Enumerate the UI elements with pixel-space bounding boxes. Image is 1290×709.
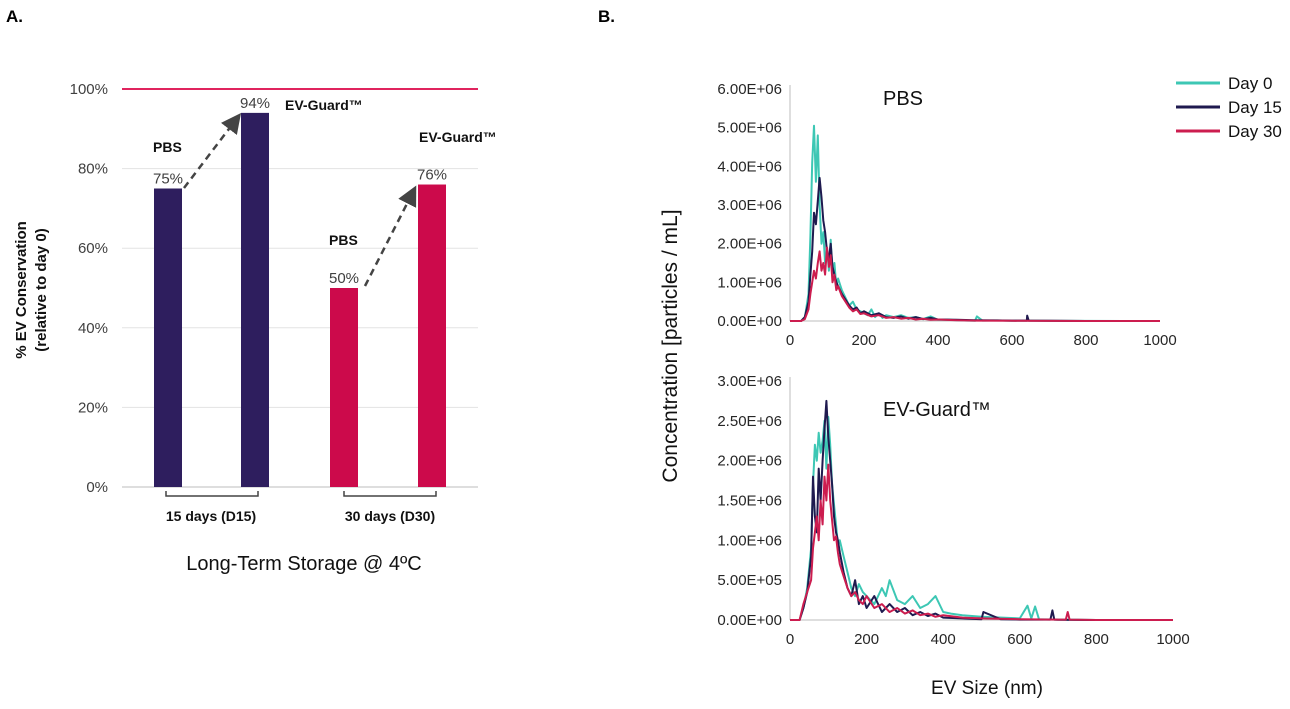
y-tick-label: 5.00E+06: [717, 120, 782, 137]
y-tick-label: 0.00E+00: [717, 313, 782, 330]
y-tick-label: 60%: [78, 240, 108, 257]
bar-value-label: 50%: [329, 270, 359, 287]
x-tick-label: 600: [1007, 631, 1032, 648]
bar: [330, 288, 358, 487]
y-tick-label: 20%: [78, 399, 108, 416]
series-line: [790, 399, 1173, 621]
x-tick-label: 200: [854, 631, 879, 648]
y-tick-label: 5.00E+05: [717, 572, 782, 589]
y-tick-label: 2.00E+06: [717, 236, 782, 253]
bar: [241, 112, 269, 487]
bar: [154, 188, 182, 487]
y-tick-label: 100%: [70, 81, 108, 98]
pbs-chart-title: PBS: [883, 88, 923, 110]
increase-arrow-d30: [363, 185, 417, 287]
ev-size-x-axis-label: EV Size (nm): [931, 678, 1043, 699]
group-bracket-d15: [165, 491, 259, 497]
bar-series-label: PBS: [153, 139, 182, 155]
x-tick-label: 400: [925, 332, 950, 349]
y-tick-label: 1.00E+06: [717, 274, 782, 291]
bar-chart-y-tick-labels: 0% 20% 40% 60% 80% 100%: [70, 81, 108, 496]
legend-label: Day 0: [1228, 74, 1272, 93]
pbs-size-distribution-chart: 0.00E+00 1.00E+06 2.00E+06 3.00E+06 4.00E+06…: [717, 81, 1176, 349]
x-tick-label: 0: [786, 631, 794, 648]
bar-series-label: EV-Guard™: [285, 97, 363, 113]
bar-value-label: 75%: [153, 171, 183, 188]
y-axis-label-line-1: % EV Conservation: [13, 221, 30, 359]
panel-b-label: B.: [598, 7, 615, 26]
group-label-d30: 30 days (D30): [345, 508, 435, 524]
ev-guard-chart-title: EV-Guard™: [883, 399, 991, 421]
y-tick-label: 2.50E+06: [717, 413, 782, 430]
y-tick-label: 2.00E+06: [717, 453, 782, 470]
y-tick-label: 80%: [78, 161, 108, 178]
y-tick-label: 4.00E+06: [717, 158, 782, 175]
legend-label: Day 15: [1228, 98, 1282, 117]
series-line: [790, 463, 1173, 621]
bar-series-label: EV-Guard™: [419, 129, 497, 145]
y-tick-label: 40%: [78, 320, 108, 337]
bar-chart-bars: [154, 112, 446, 487]
group-bracket-d30: [343, 491, 437, 497]
y-tick-label: 6.00E+06: [717, 81, 782, 98]
panel-a-label: A.: [6, 7, 23, 26]
x-tick-label: 400: [931, 631, 956, 648]
y-tick-label: 1.00E+06: [717, 532, 782, 549]
group-label-d15: 15 days (D15): [166, 508, 256, 524]
x-tick-label: 200: [851, 332, 876, 349]
series-line: [790, 246, 1160, 322]
bar-chart-y-axis-label: % EV Conservation (relative to day 0): [13, 221, 50, 359]
x-tick-label: 0: [786, 332, 794, 349]
bar-chart-x-axis-label: Long-Term Storage @ 4ºC: [186, 553, 422, 575]
y-tick-label: 0.00E+00: [717, 612, 782, 629]
x-tick-label: 1000: [1143, 332, 1176, 349]
x-tick-label: 600: [999, 332, 1024, 349]
y-tick-label: 3.00E+06: [717, 197, 782, 214]
concentration-y-axis-label: Concentration [particles / mL]: [659, 209, 682, 482]
ev-guard-size-distribution-chart: 0.00E+00 5.00E+05 1.00E+06 1.50E+06 2.00E+06…: [717, 373, 1189, 648]
legend: Day 0 Day 15 Day 30: [1176, 74, 1282, 141]
legend-label: Day 30: [1228, 122, 1282, 141]
bar-value-label: 76%: [417, 167, 447, 184]
x-tick-label: 800: [1084, 631, 1109, 648]
increase-arrow-d15: [183, 113, 242, 189]
bar-chart-series-labels: PBS EV-Guard™ PBS EV-Guard™: [153, 97, 497, 248]
bar-chart-value-labels: 75% 94% 50% 76%: [153, 95, 447, 287]
y-tick-label: 0%: [86, 479, 108, 496]
y-tick-label: 3.00E+06: [717, 373, 782, 390]
y-tick-label: 1.50E+06: [717, 493, 782, 510]
x-tick-label: 800: [1073, 332, 1098, 349]
bar: [418, 184, 446, 487]
bar-series-label: PBS: [329, 232, 358, 248]
y-axis-label-line-2: (relative to day 0): [33, 228, 50, 351]
series-line: [790, 124, 1160, 322]
bar-chart: 0% 20% 40% 60% 80% 100% 75% 94% 50% 76% PBS EV-Gu…: [13, 81, 497, 575]
bar-value-label: 94%: [240, 95, 270, 112]
x-tick-label: 1000: [1156, 631, 1189, 648]
series-line: [790, 176, 1160, 322]
